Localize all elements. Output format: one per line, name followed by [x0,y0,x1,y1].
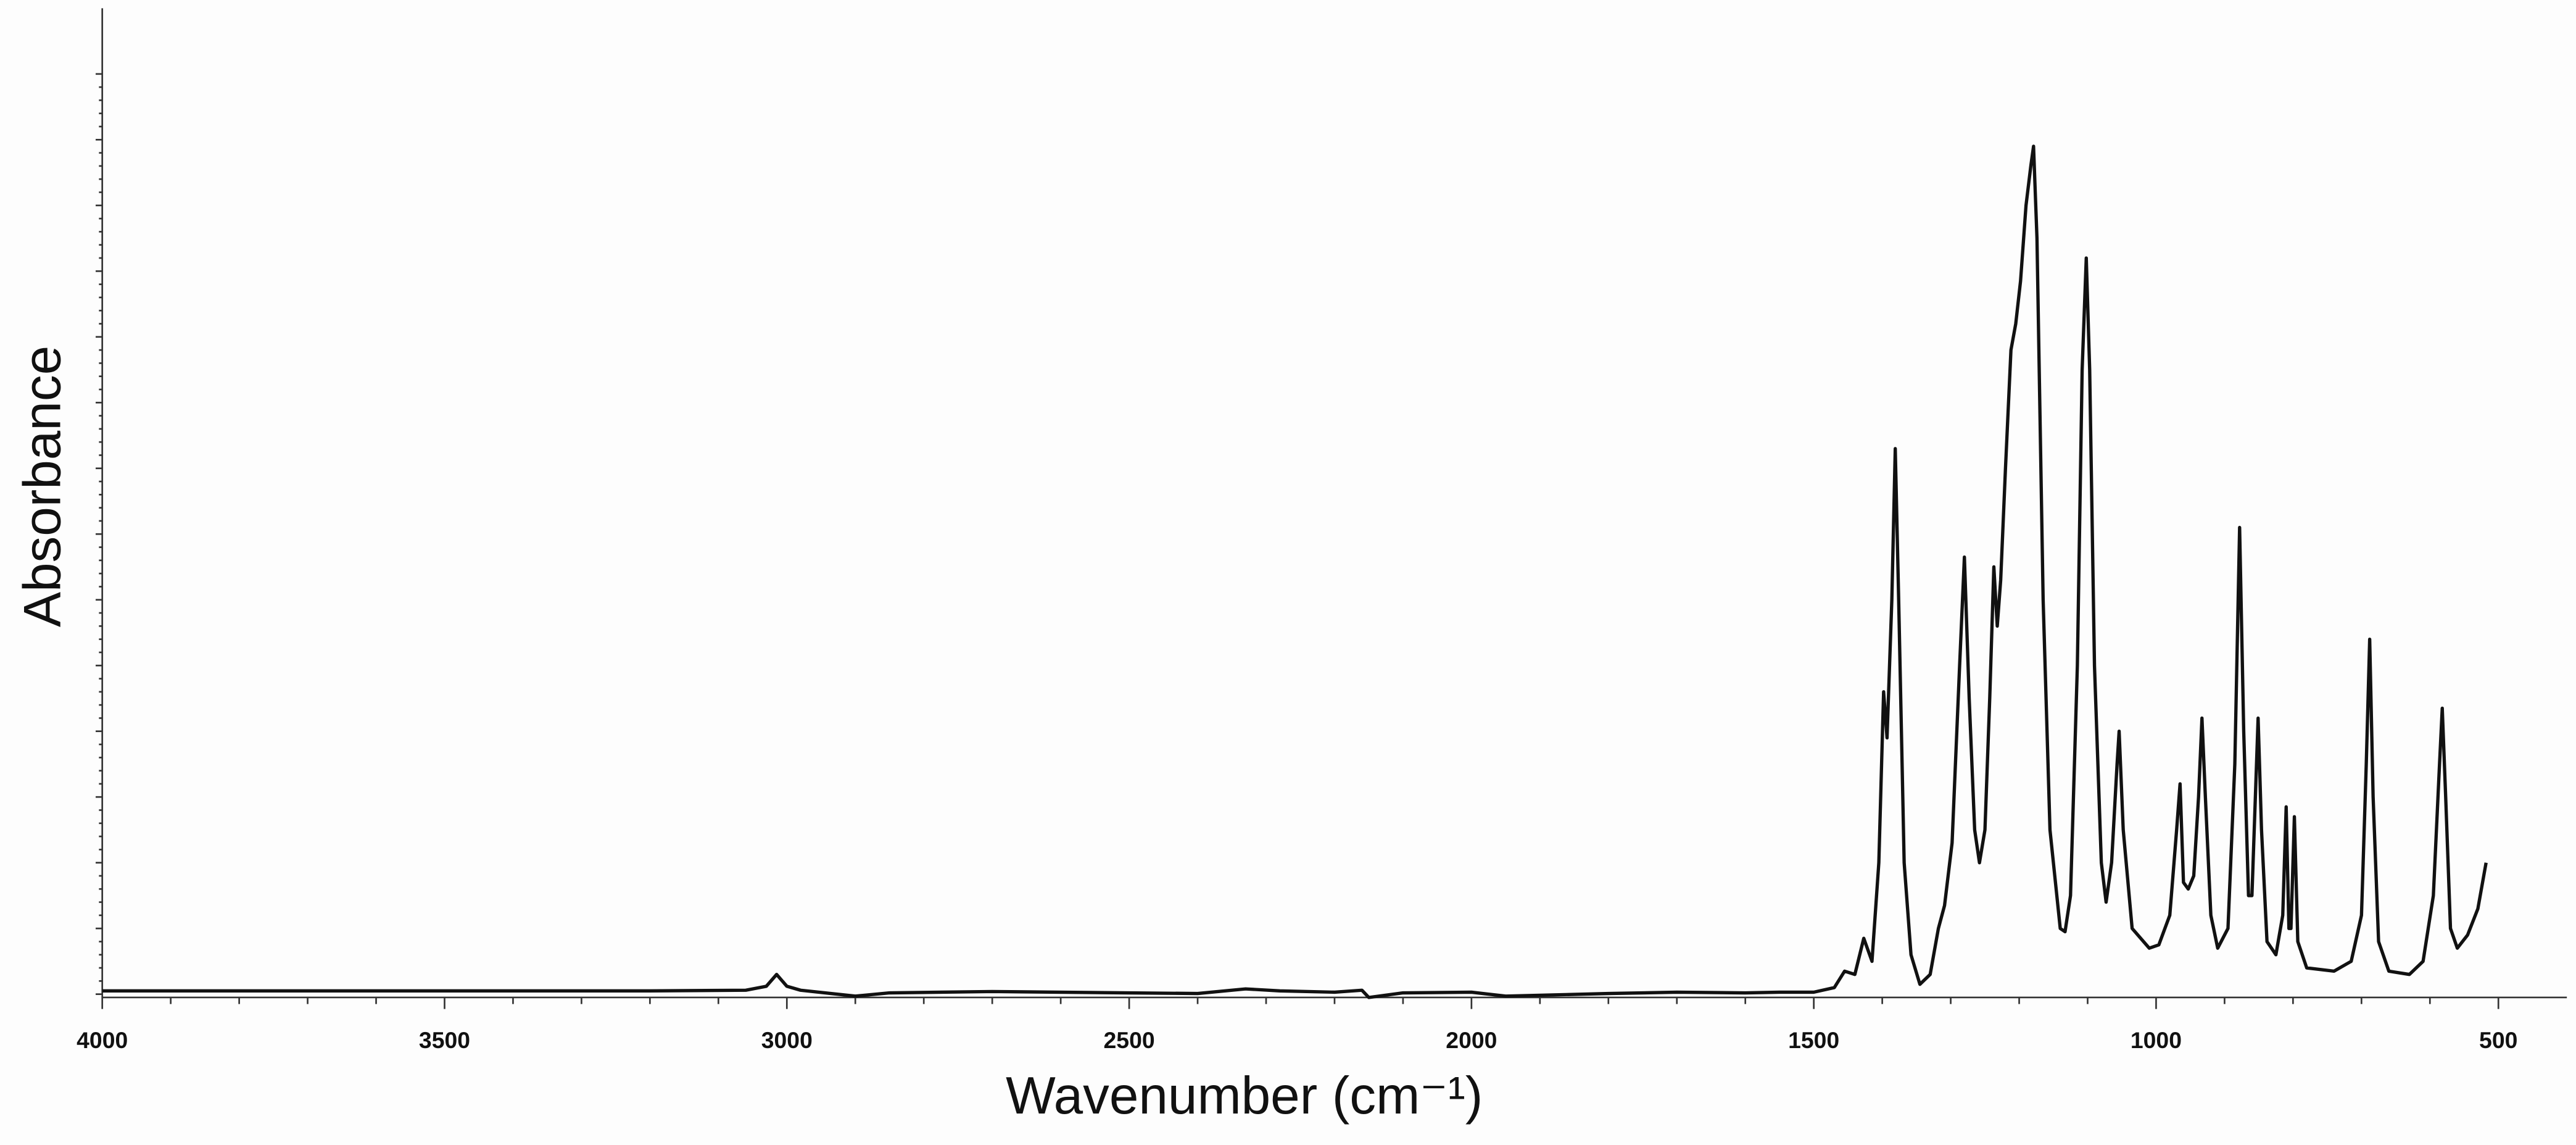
spectrum-line [102,144,2488,999]
x-tick-label: 1000 [2131,1027,2182,1053]
x-axis-label: Wavenumber (cm⁻¹) [1006,1067,1483,1125]
x-tick-label: 4000 [77,1027,128,1053]
x-tick-label: 1500 [1788,1027,1839,1053]
x-tick-label: 500 [2479,1027,2517,1053]
y-axis-label: Absorbance [13,346,72,627]
x-tick-label: 2500 [1104,1027,1155,1053]
x-tick-label: 3000 [761,1027,813,1053]
x-tick-label: 2000 [1446,1027,1497,1053]
x-tick-label: 3500 [419,1027,470,1053]
